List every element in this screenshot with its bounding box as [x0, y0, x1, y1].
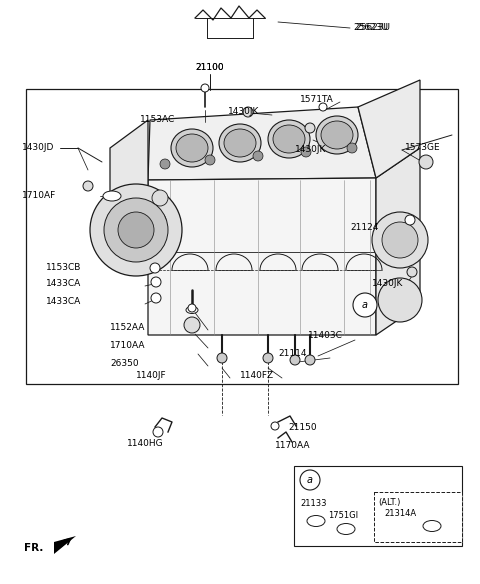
Circle shape [154, 214, 166, 226]
Text: FR.: FR. [24, 543, 43, 553]
Polygon shape [148, 178, 376, 335]
Polygon shape [148, 107, 376, 180]
Text: 1430JD: 1430JD [22, 144, 54, 152]
Text: 1140HG: 1140HG [127, 440, 164, 449]
Bar [374, 492, 462, 542]
Ellipse shape [219, 124, 261, 162]
Ellipse shape [423, 520, 441, 531]
Circle shape [301, 147, 311, 157]
Text: 1170AA: 1170AA [275, 442, 311, 450]
Text: 1140FZ: 1140FZ [240, 371, 274, 381]
Circle shape [372, 212, 428, 268]
Text: 1153CB: 1153CB [46, 263, 82, 273]
Circle shape [382, 222, 418, 258]
FancyArrowPatch shape [56, 539, 71, 550]
Circle shape [290, 355, 300, 365]
Text: 1433CA: 1433CA [46, 297, 81, 307]
Circle shape [150, 263, 160, 273]
Circle shape [407, 267, 417, 277]
Ellipse shape [316, 116, 358, 154]
Circle shape [118, 212, 154, 248]
Circle shape [151, 293, 161, 303]
Ellipse shape [273, 125, 305, 153]
Text: 1430JK: 1430JK [295, 144, 326, 154]
Text: 1140JF: 1140JF [136, 371, 167, 381]
Text: 1152AA: 1152AA [110, 324, 145, 332]
Ellipse shape [224, 129, 256, 157]
Circle shape [83, 181, 93, 191]
Circle shape [347, 143, 357, 153]
Circle shape [319, 103, 327, 111]
Text: 1751GI: 1751GI [328, 512, 358, 520]
Text: 21100: 21100 [196, 64, 224, 72]
Circle shape [263, 353, 273, 363]
Circle shape [353, 293, 377, 317]
Circle shape [271, 422, 279, 430]
Circle shape [405, 215, 415, 225]
Circle shape [90, 184, 182, 276]
Circle shape [378, 278, 422, 322]
Text: 21100: 21100 [196, 64, 224, 72]
Circle shape [419, 155, 433, 169]
Ellipse shape [337, 523, 355, 534]
Text: 1430JK: 1430JK [228, 107, 259, 116]
Circle shape [201, 84, 209, 92]
Ellipse shape [186, 307, 198, 314]
Text: 21114: 21114 [278, 349, 307, 359]
Text: 11403C: 11403C [308, 332, 343, 340]
Text: 21133: 21133 [300, 499, 326, 509]
Circle shape [152, 190, 168, 206]
Text: 21124: 21124 [350, 224, 378, 232]
Text: 1433CA: 1433CA [46, 280, 81, 288]
Circle shape [305, 123, 315, 133]
Circle shape [184, 317, 200, 333]
Circle shape [217, 353, 227, 363]
Ellipse shape [307, 516, 325, 527]
Text: 1710AF: 1710AF [22, 190, 56, 200]
Text: 1573GE: 1573GE [405, 144, 441, 152]
Ellipse shape [321, 121, 353, 149]
Text: (ALT.): (ALT.) [378, 498, 400, 506]
Circle shape [305, 355, 315, 365]
Text: a: a [307, 475, 313, 485]
Text: 1571TA: 1571TA [300, 96, 334, 105]
Text: 26350: 26350 [110, 360, 139, 369]
Polygon shape [54, 536, 76, 554]
Text: 25623U: 25623U [355, 23, 390, 33]
Text: 1153AC: 1153AC [140, 116, 175, 124]
Text: a: a [362, 300, 368, 310]
Circle shape [188, 304, 196, 312]
Circle shape [300, 470, 320, 490]
Circle shape [151, 277, 161, 287]
Text: 1710AA: 1710AA [110, 342, 145, 350]
Polygon shape [376, 148, 420, 335]
Bar [294, 466, 462, 546]
Circle shape [205, 155, 215, 165]
Text: 21314A: 21314A [384, 509, 416, 519]
Ellipse shape [171, 129, 213, 167]
Text: 21150: 21150 [288, 423, 317, 433]
Ellipse shape [268, 120, 310, 158]
Bar [26, 89, 458, 384]
Circle shape [243, 107, 253, 117]
Text: 1430JK: 1430JK [372, 280, 403, 288]
Polygon shape [358, 80, 420, 178]
Circle shape [253, 151, 263, 161]
Polygon shape [110, 120, 148, 262]
Circle shape [153, 427, 163, 437]
Circle shape [160, 159, 170, 169]
Ellipse shape [176, 134, 208, 162]
Ellipse shape [103, 191, 121, 201]
Circle shape [104, 198, 168, 262]
Text: 25623U: 25623U [353, 23, 388, 33]
